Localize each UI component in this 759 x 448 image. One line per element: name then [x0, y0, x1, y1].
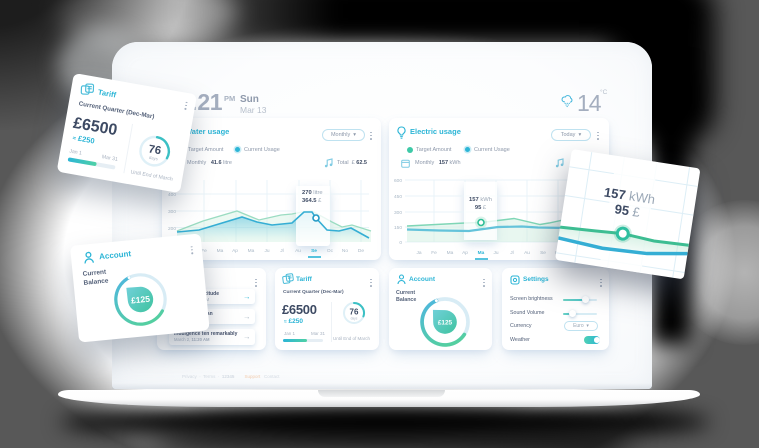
svg-text:Ju: Ju	[493, 250, 498, 256]
svg-text:Jl: Jl	[280, 248, 283, 254]
svg-text:200: 200	[168, 226, 176, 232]
svg-text:76: 76	[148, 143, 163, 157]
svg-text:Fe: Fe	[201, 248, 207, 254]
svg-text:400: 400	[168, 192, 176, 198]
svg-text:300: 300	[168, 209, 176, 215]
svg-text:Ju: Ju	[264, 248, 269, 254]
svg-text:300: 300	[394, 210, 402, 216]
svg-text:450: 450	[394, 194, 402, 200]
svg-text:Ma: Ma	[217, 248, 224, 254]
svg-text:600: 600	[394, 178, 402, 184]
svg-text:Ja: Ja	[416, 250, 421, 256]
svg-text:No: No	[342, 248, 348, 254]
svg-text:£125: £125	[438, 320, 453, 327]
svg-text:Ma: Ma	[478, 250, 485, 256]
svg-text:Ap: Ap	[462, 250, 468, 256]
svg-text:£125: £125	[131, 294, 151, 306]
svg-text:76: 76	[350, 308, 359, 317]
svg-text:Fe: Fe	[431, 250, 437, 256]
svg-text:Ap: Ap	[232, 248, 238, 254]
svg-text:Ma: Ma	[447, 250, 454, 256]
svg-text:Oc: Oc	[327, 248, 334, 254]
svg-text:150: 150	[394, 225, 402, 231]
svg-text:157 kWh: 157 kWh	[603, 184, 656, 207]
svg-text:De: De	[358, 248, 364, 254]
svg-text:days: days	[149, 155, 159, 161]
svg-text:Se: Se	[311, 248, 317, 254]
svg-text:Se: Se	[540, 250, 546, 256]
svg-text:Au: Au	[295, 248, 301, 254]
svg-text:95 £: 95 £	[614, 201, 642, 220]
svg-text:Ma: Ma	[248, 248, 255, 254]
svg-text:Jl: Jl	[510, 250, 513, 256]
svg-text:Au: Au	[524, 250, 530, 256]
svg-text:days: days	[351, 317, 358, 321]
svg-text:0: 0	[399, 240, 402, 246]
